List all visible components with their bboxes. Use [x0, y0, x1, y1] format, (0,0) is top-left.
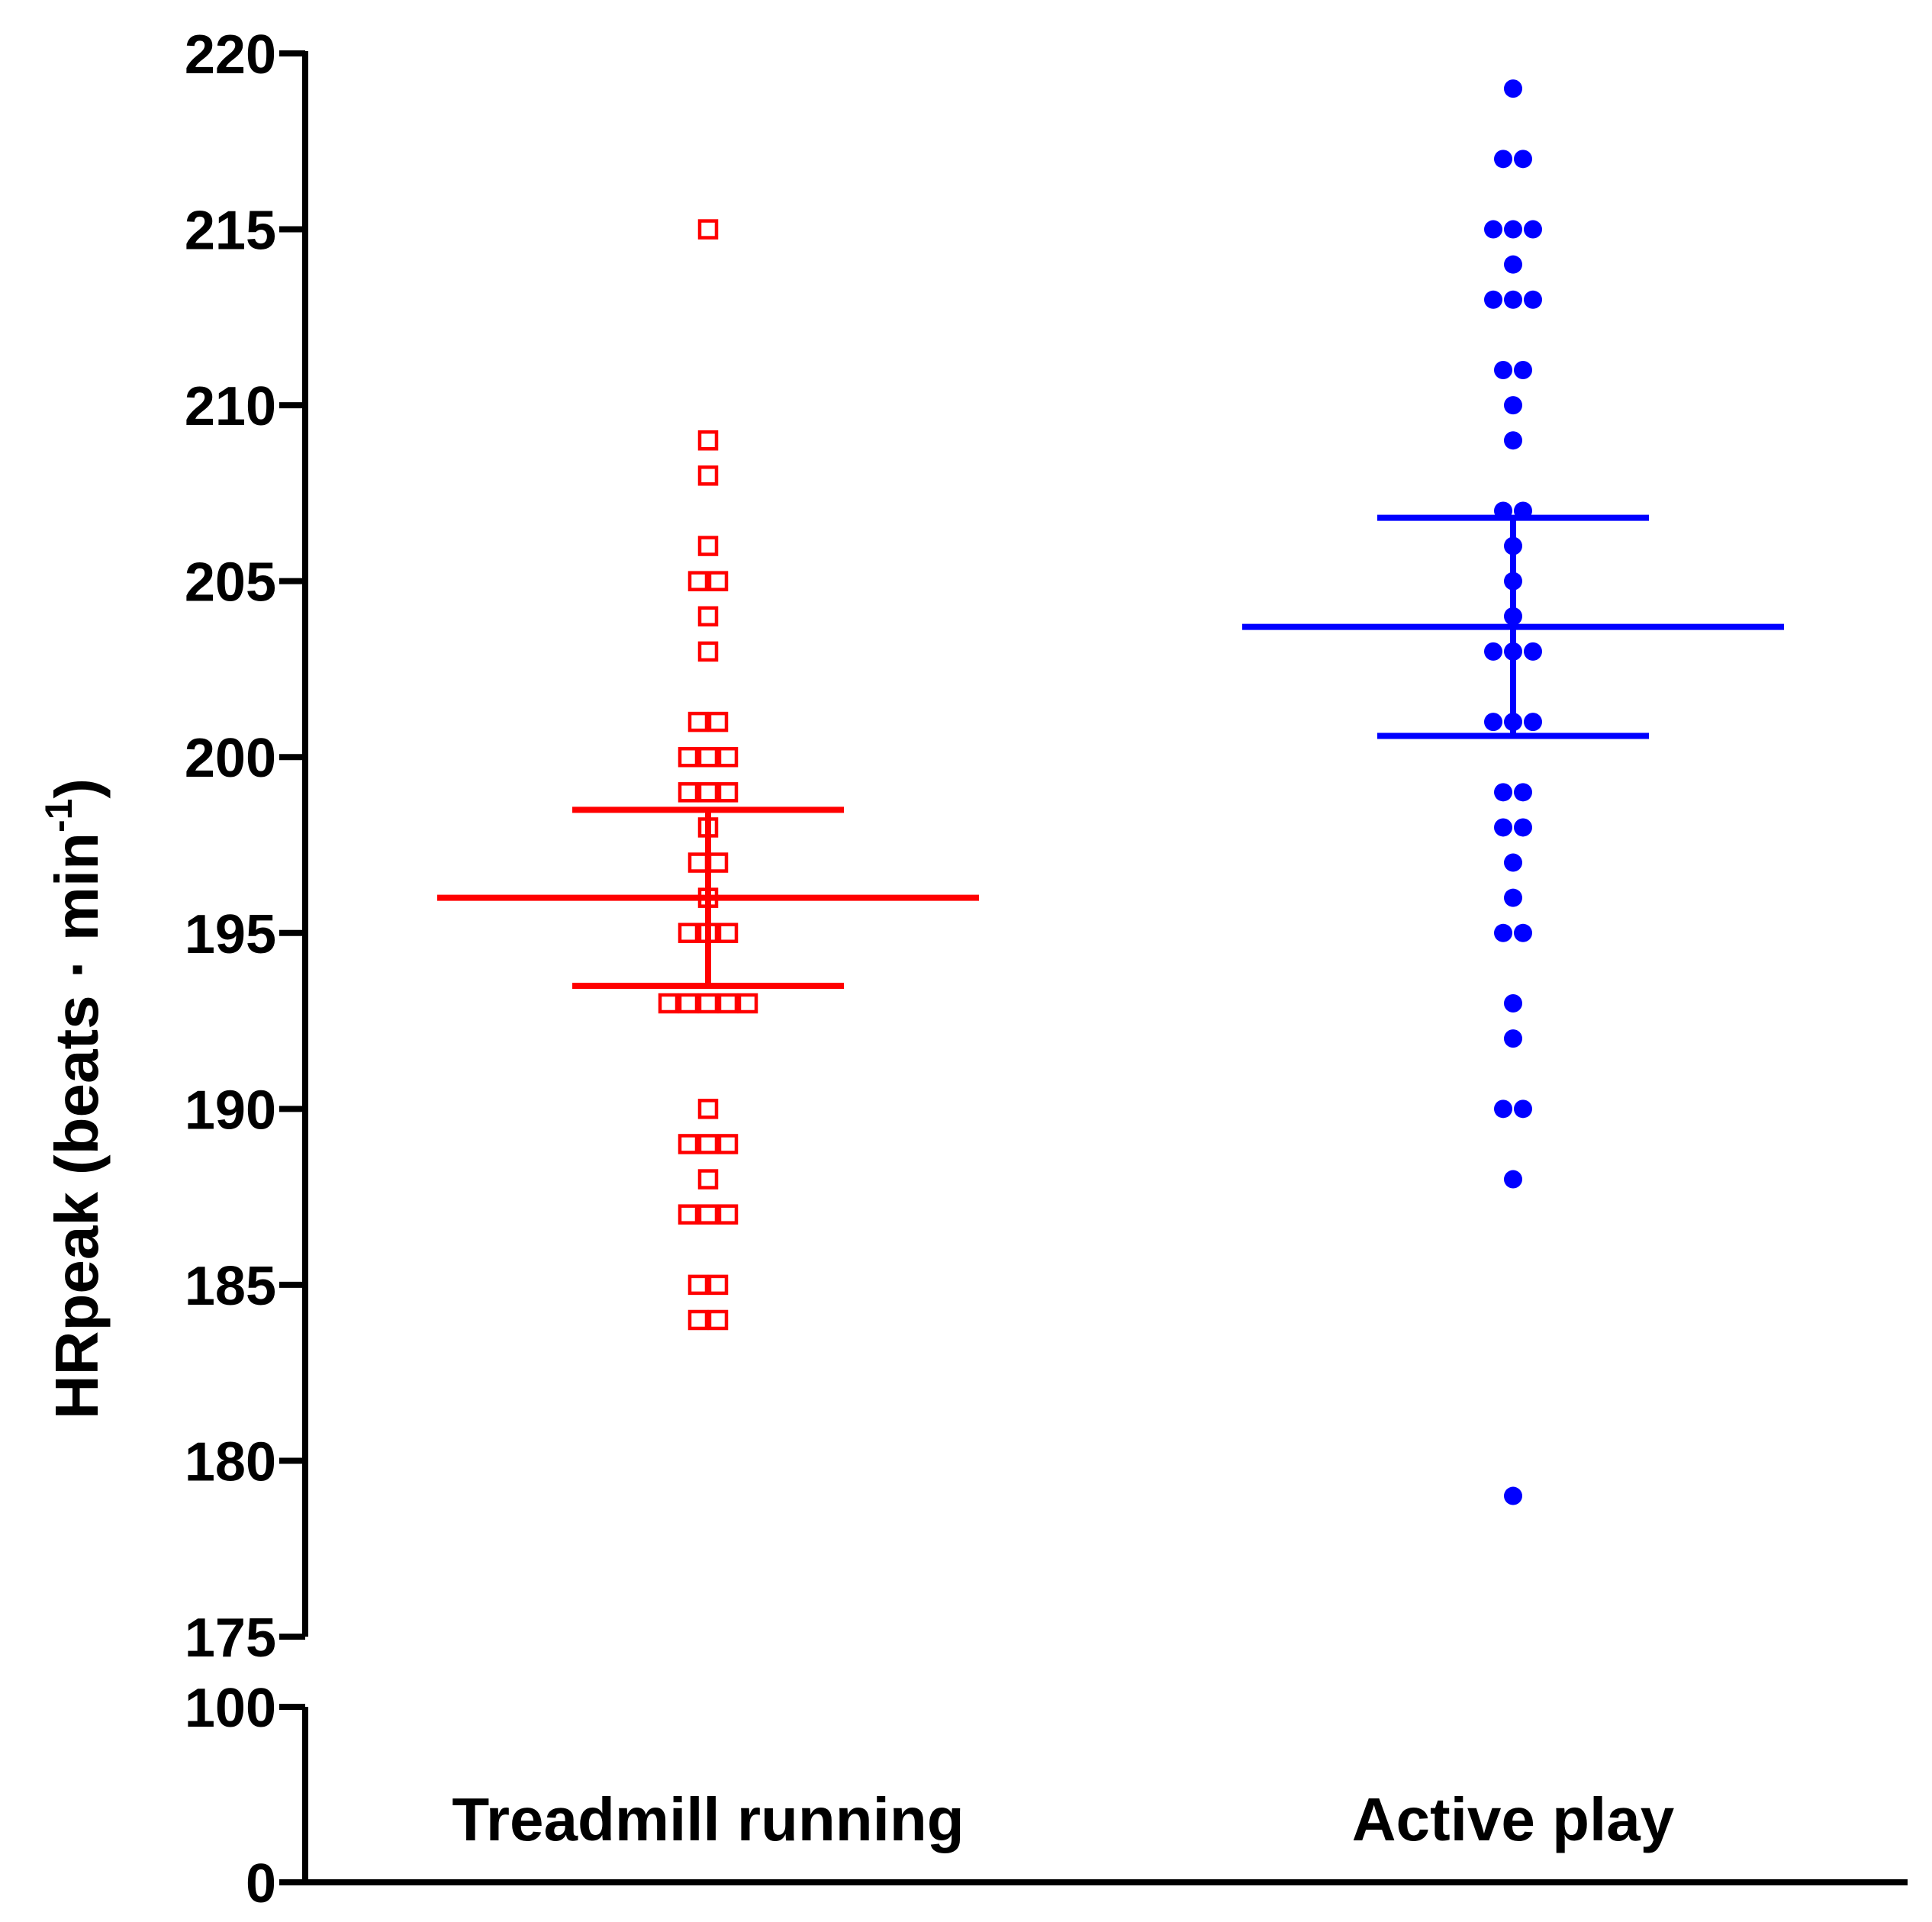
data-point [1484, 290, 1502, 309]
data-point [717, 782, 739, 803]
data-point [1504, 431, 1522, 450]
data-point [1524, 220, 1542, 239]
y-tick-label-195: 195 [185, 904, 276, 965]
series-layer [437, 79, 1784, 1505]
y-tick-label-180: 180 [185, 1431, 276, 1492]
data-point [1524, 642, 1542, 661]
data-point [1514, 150, 1532, 169]
data-point [1504, 1486, 1522, 1505]
data-point [678, 993, 699, 1014]
y-tick-label-185: 185 [185, 1256, 276, 1317]
data-point [687, 852, 709, 873]
data-point [1494, 783, 1512, 802]
data-point [697, 465, 719, 486]
data-point [697, 641, 719, 662]
data-point [687, 711, 709, 732]
y-axis-label-main: HRpeak (beats · min [43, 832, 111, 1419]
data-point [717, 922, 739, 944]
category-labels: Treadmill running Active play [452, 1785, 1674, 1853]
x-category-label: Treadmill running [452, 1785, 964, 1853]
y-tick-label-200: 200 [185, 728, 276, 789]
data-point [717, 746, 739, 768]
data-point [1494, 1099, 1512, 1119]
data-point [717, 1134, 739, 1154]
data-point [1514, 361, 1532, 379]
y-tick-label-220: 220 [185, 24, 276, 85]
data-point [1504, 1029, 1522, 1048]
data-point [717, 1204, 739, 1225]
y-tick-label-205: 205 [185, 552, 276, 613]
axes [302, 51, 1908, 1885]
y-tick-label-190: 190 [185, 1080, 276, 1141]
data-point [697, 536, 719, 556]
data-point [697, 219, 719, 240]
data-point [1514, 923, 1532, 942]
data-point [1494, 361, 1512, 379]
data-point [1494, 150, 1512, 169]
data-point [658, 993, 679, 1014]
data-point [687, 1309, 709, 1331]
data-point [1484, 220, 1502, 239]
data-point [1504, 888, 1522, 907]
data-point [697, 430, 719, 451]
series-treadmill-running [437, 219, 979, 1331]
y-tick-label-215: 215 [185, 201, 276, 262]
data-point [707, 852, 729, 873]
data-point [697, 1099, 719, 1119]
data-point [1504, 290, 1522, 309]
data-point [1504, 853, 1522, 872]
data-point [1484, 642, 1502, 661]
data-point [1504, 220, 1522, 239]
data-point [1504, 255, 1522, 274]
data-point [1504, 994, 1522, 1013]
data-point [697, 1169, 719, 1190]
y-tick-label-100: 100 [185, 1678, 276, 1739]
data-point [678, 922, 699, 944]
y-tick-label-175: 175 [185, 1608, 276, 1669]
y-ticks: 175 180 185 190 195 200 205 210 215 220 0 100 [185, 24, 305, 1914]
data-point [717, 993, 739, 1014]
data-point [697, 1134, 719, 1154]
data-point [1494, 818, 1512, 837]
data-point [1524, 290, 1542, 309]
data-point [1504, 396, 1522, 415]
data-point [707, 571, 729, 591]
y-axis-label-superscript: -1 [37, 799, 80, 832]
data-point [707, 711, 729, 732]
data-point [1514, 1099, 1532, 1119]
data-point [1504, 79, 1522, 98]
data-point [678, 1134, 699, 1154]
data-point [697, 782, 719, 803]
data-point [697, 746, 719, 768]
data-point [1484, 713, 1502, 732]
y-tick-label-210: 210 [185, 376, 276, 437]
data-point [678, 746, 699, 768]
data-point [1504, 1170, 1522, 1189]
data-point [1514, 818, 1532, 837]
data-point [697, 1204, 719, 1225]
y-tick-label-0: 0 [246, 1853, 276, 1914]
data-point [678, 1204, 699, 1225]
data-point [687, 571, 709, 591]
data-point [1514, 783, 1532, 802]
y-axis-label: HRpeak (beats · min-1) [37, 778, 111, 1419]
series-active-play [1242, 79, 1784, 1505]
x-category-label: Active play [1352, 1785, 1675, 1853]
data-point [1524, 713, 1542, 732]
data-point [678, 782, 699, 803]
data-point [707, 1274, 729, 1296]
data-point [707, 1309, 729, 1331]
y-axis-label-close: ) [43, 778, 111, 799]
data-point [697, 606, 719, 627]
data-point [687, 1274, 709, 1296]
data-point [697, 993, 719, 1014]
data-point [737, 993, 758, 1014]
data-point [1494, 923, 1512, 942]
